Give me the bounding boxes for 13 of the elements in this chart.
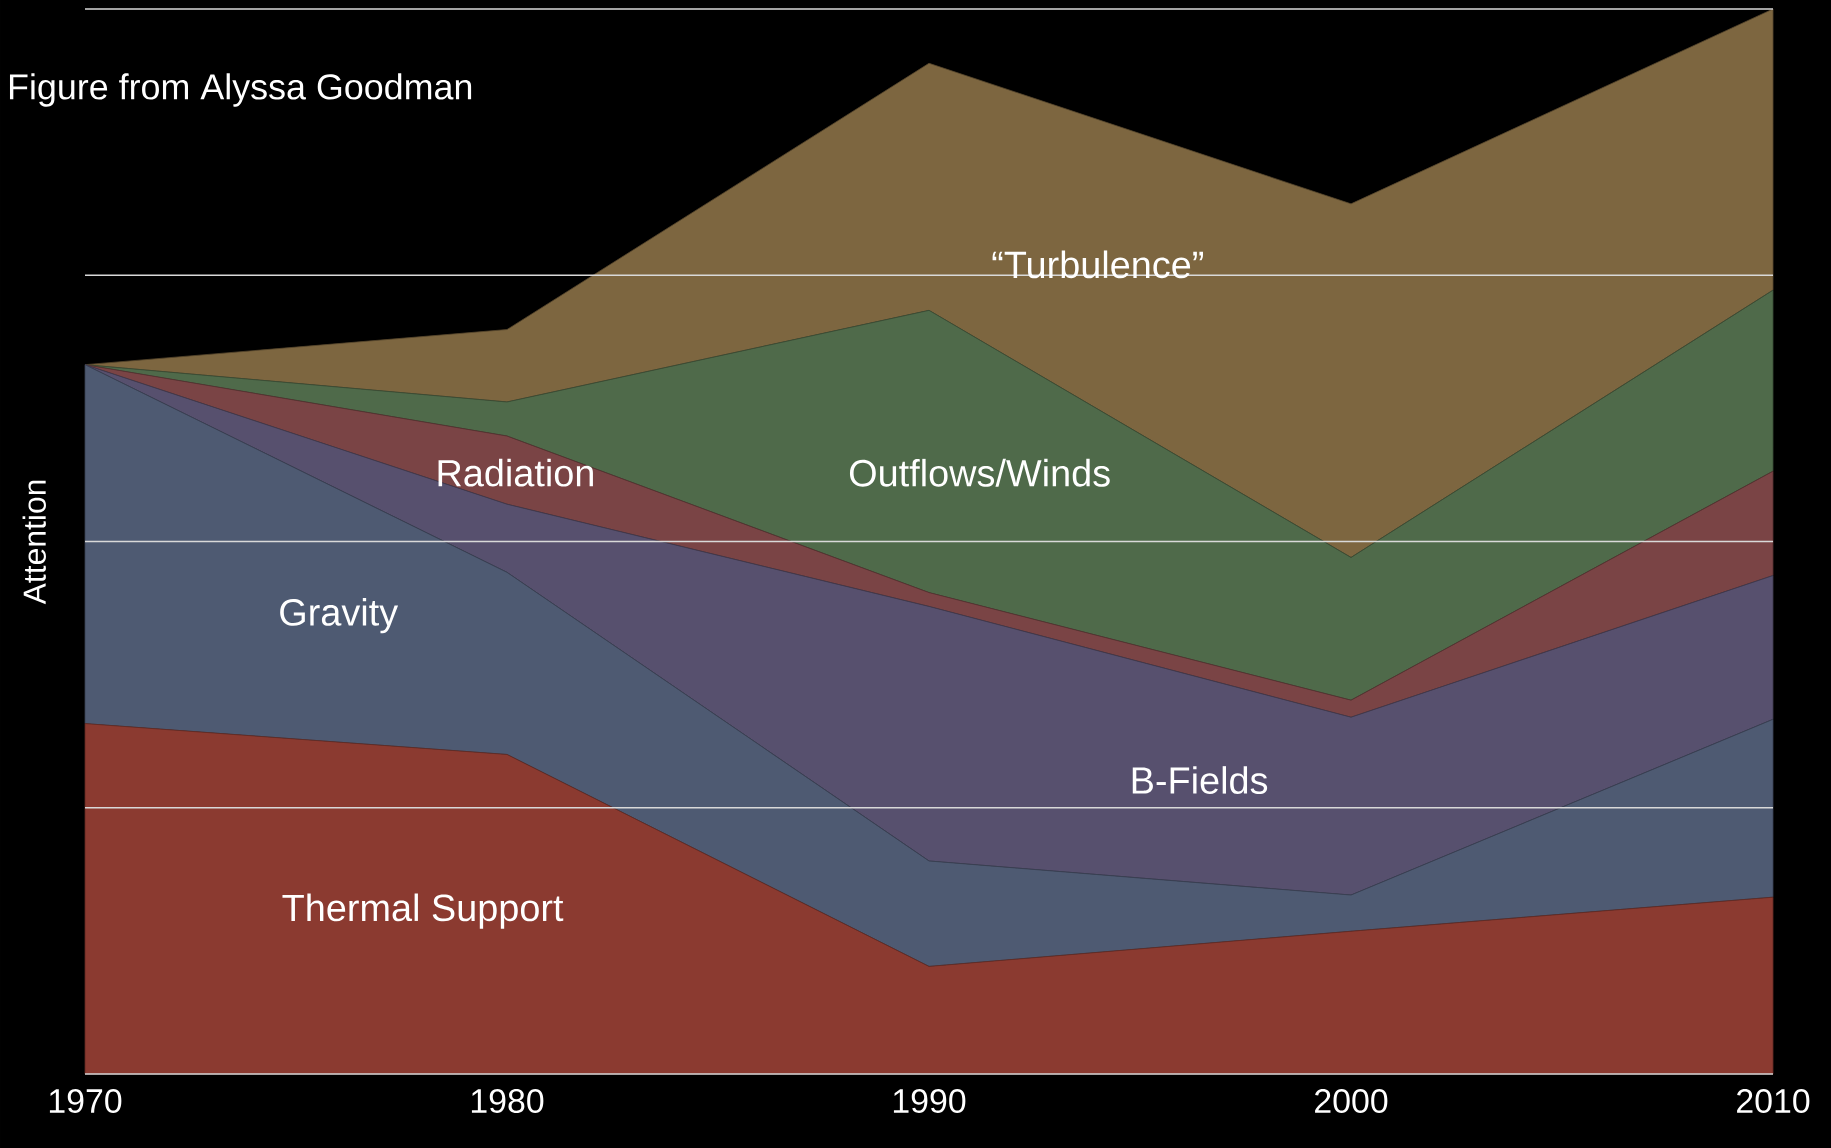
series-label: Radiation <box>438 458 593 487</box>
x-tick-label: 1970 <box>49 1089 122 1114</box>
y-axis-title: Attention <box>22 480 46 605</box>
x-tick-label: 1980 <box>471 1089 544 1114</box>
series-label: Thermal Support <box>282 893 564 929</box>
x-tick-label: 1990 <box>893 1089 966 1114</box>
series-label: B-Fields <box>1132 766 1268 794</box>
series-label: Outflows/Winds <box>849 458 1110 487</box>
series-label: Gravity <box>280 598 399 634</box>
series-label: “Turbulence” <box>992 250 1203 279</box>
annotation: Figure from Alyssa Goodman <box>9 73 472 107</box>
x-tick-label: 2010 <box>1737 1089 1810 1114</box>
x-tick-label: 2000 <box>1315 1089 1388 1114</box>
